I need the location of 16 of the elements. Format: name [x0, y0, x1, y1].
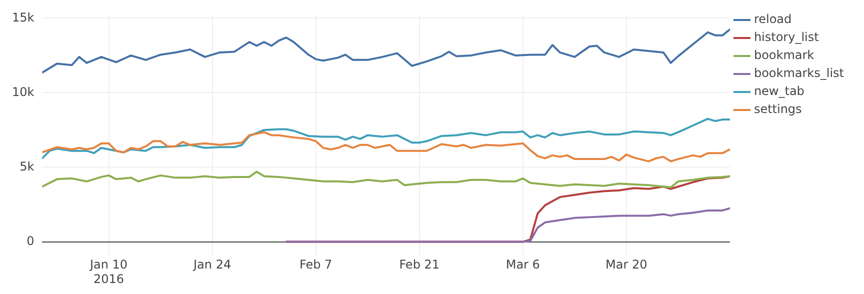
x-tick-label: Mar 20 — [606, 258, 648, 272]
legend-label: bookmarks_list — [754, 66, 844, 80]
y-tick-label: 0 — [26, 234, 34, 248]
legend-label: new_tab — [754, 84, 804, 98]
x-tick-label: Feb 7 — [299, 258, 332, 272]
x-tick-label: Mar 6 — [506, 258, 540, 272]
legend-label: history_list — [754, 30, 820, 44]
legend-label: settings — [754, 102, 802, 116]
y-tick-label: 15k — [12, 10, 34, 24]
x-tick-label: Jan 10 2016 — [88, 258, 128, 286]
y-tick-label: 10k — [12, 84, 34, 99]
legend-label: reload — [754, 12, 792, 26]
x-tick-label: Jan 24 — [192, 258, 232, 272]
y-tick-label: 5k — [20, 159, 34, 174]
x-tick-label: Feb 21 — [399, 258, 440, 272]
legend-label: bookmark — [754, 48, 814, 62]
